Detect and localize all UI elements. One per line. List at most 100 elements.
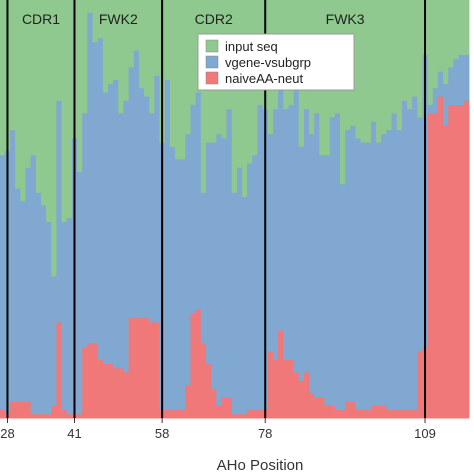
bar-red-pos-106 (406, 409, 413, 419)
bar-green-pos-60 (169, 0, 176, 147)
bar-blue-pos-104 (396, 129, 403, 411)
bar-red-pos-39 (61, 409, 68, 419)
bar-blue-pos-93 (339, 183, 346, 411)
bar-blue-pos-71 (226, 108, 233, 398)
bar-red-pos-96 (355, 409, 362, 419)
bar-red-pos-53 (133, 317, 140, 419)
bar-blue-pos-114 (448, 66, 454, 105)
bar-green-pos-40 (66, 0, 73, 218)
bar-red-pos-74 (242, 413, 248, 419)
bar-blue-pos-80 (272, 108, 279, 360)
bar-green-pos-107 (412, 0, 418, 97)
bar-red-pos-103 (391, 409, 398, 419)
bar-green-pos-100 (376, 0, 382, 143)
bar-blue-pos-111 (432, 87, 439, 114)
bar-red-pos-84 (293, 372, 300, 419)
bar-red-pos-100 (376, 405, 382, 419)
bar-blue-pos-87 (309, 133, 315, 394)
bar-green-pos-111 (432, 0, 439, 89)
bar-green-pos-43 (82, 0, 88, 114)
bar-red-pos-77 (257, 409, 264, 419)
bar-green-pos-113 (443, 0, 449, 85)
bar-red-pos-50 (118, 367, 125, 419)
x-tick-label-58: 58 (155, 426, 169, 441)
bar-green-pos-45 (92, 0, 99, 43)
bar-green-pos-102 (386, 0, 393, 131)
bar-green-pos-30 (15, 0, 21, 189)
bar-blue-pos-50 (118, 112, 125, 369)
bar-red-pos-67 (205, 363, 212, 419)
region-label-cdr1: CDR1 (22, 11, 60, 27)
bar-blue-pos-68 (211, 142, 217, 390)
bar-red-pos-85 (298, 380, 305, 419)
bar-green-pos-56 (149, 0, 155, 114)
bar-blue-pos-84 (293, 79, 300, 373)
x-tick-label-28: 28 (0, 426, 14, 441)
bar-red-pos-71 (226, 397, 233, 419)
bar-blue-pos-117 (463, 54, 470, 101)
legend-label-2: naiveAA-neut (225, 71, 303, 86)
bar-red-pos-43 (82, 346, 88, 419)
bar-blue-pos-40 (66, 217, 73, 415)
bar-red-pos-80 (272, 359, 279, 419)
bar-green-pos-99 (370, 0, 377, 122)
bar-green-pos-64 (190, 0, 197, 105)
bar-green-pos-42 (77, 0, 83, 172)
bar-green-pos-47 (102, 0, 109, 93)
x-tick-label-109: 109 (414, 426, 436, 441)
bar-blue-pos-47 (102, 91, 109, 365)
bar-red-pos-36 (46, 413, 52, 419)
bar-red-pos-113 (443, 125, 449, 419)
bar-blue-pos-62 (180, 158, 186, 411)
bar-green-pos-112 (437, 0, 444, 72)
bar-red-pos-116 (458, 104, 465, 419)
bar-green-pos-57 (154, 0, 161, 76)
bar-red-pos-92 (334, 409, 341, 419)
bar-blue-pos-34 (35, 192, 42, 415)
bar-red-pos-48 (107, 363, 114, 419)
bar-red-pos-59 (164, 409, 171, 419)
bar-green-pos-74 (242, 0, 248, 197)
bar-green-pos-106 (406, 0, 413, 110)
bar-blue-pos-55 (144, 96, 150, 319)
bar-green-pos-63 (185, 0, 192, 135)
bar-blue-pos-43 (82, 112, 88, 348)
bar-green-pos-29 (10, 0, 16, 131)
bar-green-pos-93 (339, 0, 346, 185)
bar-blue-pos-89 (319, 154, 326, 398)
bar-blue-pos-59 (164, 79, 171, 411)
bar-red-pos-83 (288, 359, 295, 419)
bar-green-pos-44 (87, 0, 94, 14)
bar-red-pos-37 (51, 405, 58, 419)
bar-blue-pos-52 (128, 66, 135, 319)
bar-blue-pos-103 (391, 112, 398, 411)
bar-blue-pos-35 (40, 204, 47, 415)
bar-blue-pos-99 (370, 121, 377, 406)
bar-blue-pos-72 (231, 192, 238, 415)
bar-green-pos-31 (20, 0, 27, 202)
bar-blue-pos-88 (314, 112, 320, 398)
bar-blue-pos-97 (360, 142, 367, 411)
legend-label-1: vgene-vsubgrp (225, 55, 311, 70)
bar-red-pos-89 (319, 397, 326, 419)
bar-blue-pos-33 (30, 154, 37, 415)
bar-blue-pos-105 (401, 100, 408, 411)
bar-blue-pos-46 (97, 37, 104, 360)
x-axis-title: AHo Position (217, 457, 304, 474)
bar-red-pos-52 (128, 317, 135, 419)
bar-blue-pos-83 (288, 104, 295, 360)
bar-red-pos-42 (77, 413, 83, 419)
bar-green-pos-46 (97, 0, 104, 39)
bar-red-pos-75 (247, 409, 253, 419)
bar-red-pos-73 (236, 413, 243, 419)
bar-red-pos-90 (324, 405, 331, 419)
bar-green-pos-110 (427, 0, 434, 105)
bar-green-pos-104 (396, 0, 403, 131)
bar-green-pos-115 (453, 0, 460, 60)
bar-blue-pos-51 (123, 100, 130, 373)
bar-green-pos-50 (118, 0, 125, 114)
bar-blue-pos-38 (56, 100, 63, 323)
bar-blue-pos-36 (46, 221, 52, 415)
bar-red-pos-88 (314, 397, 320, 419)
